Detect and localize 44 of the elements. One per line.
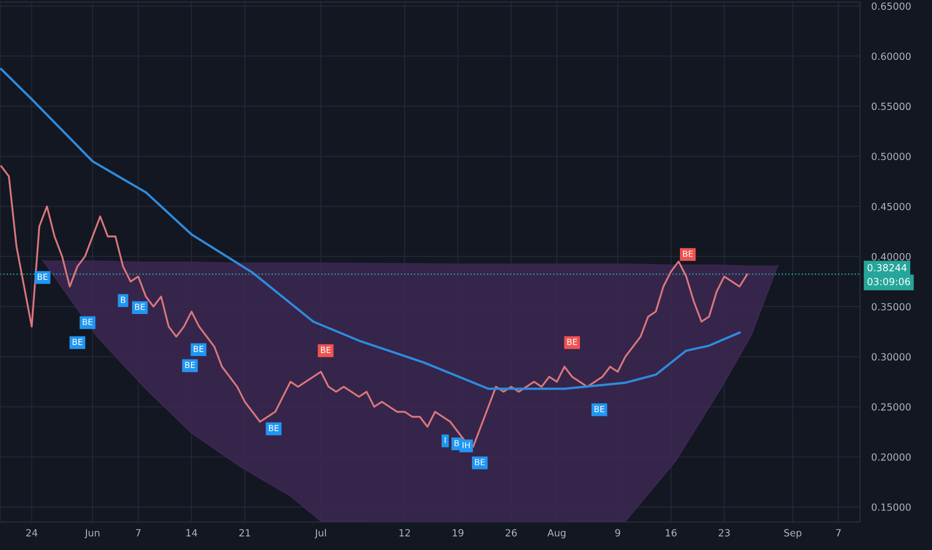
x-tick-label: Jul bbox=[314, 528, 326, 538]
annotation: BE bbox=[82, 318, 92, 325]
x-tick-label: 24 bbox=[26, 529, 38, 536]
annotation: I bbox=[444, 437, 446, 444]
x-tick-label: Jun bbox=[84, 529, 100, 538]
y-tick-label: 0.25000 bbox=[872, 403, 911, 411]
y-tick-label: 0.65000 bbox=[872, 2, 911, 10]
annotation: BE bbox=[594, 406, 604, 412]
annotation: BE bbox=[268, 425, 279, 432]
y-tick-label: 0.60000 bbox=[872, 52, 911, 60]
y-tick-label: 0.55000 bbox=[872, 102, 911, 110]
annotation: BE bbox=[135, 304, 145, 310]
annotation: BE bbox=[185, 362, 195, 368]
x-tick-label: 26 bbox=[506, 529, 517, 536]
y-tick-label: 0.30000 bbox=[872, 353, 911, 361]
annotation: BE bbox=[38, 274, 48, 280]
x-tick-label: 23 bbox=[718, 529, 730, 536]
annotation: BE bbox=[683, 250, 693, 257]
annotation: B bbox=[454, 440, 459, 446]
x-tick-label: 9 bbox=[615, 529, 620, 536]
annotation: BE bbox=[194, 346, 204, 352]
x-tick-label: 7 bbox=[136, 529, 141, 536]
x-tick-label: Aug bbox=[547, 529, 566, 538]
x-tick-label: 14 bbox=[186, 529, 198, 536]
annotation: IH bbox=[462, 442, 470, 448]
annotation: BE bbox=[72, 338, 82, 345]
x-tick-label: 16 bbox=[666, 529, 677, 536]
y-tick-label: 0.45000 bbox=[872, 202, 911, 210]
y-tick-label: 0.40000 bbox=[872, 252, 911, 260]
annotation: B bbox=[120, 296, 126, 303]
y-tick-label: 0.35000 bbox=[872, 303, 911, 310]
y-tick-label: 0.20000 bbox=[872, 453, 911, 461]
y-tick-label: 0.15000 bbox=[872, 503, 911, 511]
x-tick-label: 12 bbox=[400, 529, 410, 536]
annotation: BE bbox=[567, 338, 578, 345]
text: 03:09:06 bbox=[868, 278, 910, 286]
x-tick-label: 7 bbox=[836, 529, 841, 536]
annotation: BE bbox=[320, 346, 331, 353]
x-tick-label: 19 bbox=[452, 529, 464, 536]
x-tick-label: 21 bbox=[239, 529, 250, 536]
y-tick-label: 0.50000 bbox=[872, 152, 911, 160]
x-tick-label: Sep bbox=[784, 529, 802, 538]
annotation: BE bbox=[475, 459, 485, 466]
ref-line-label: 0.38244 bbox=[868, 264, 907, 272]
